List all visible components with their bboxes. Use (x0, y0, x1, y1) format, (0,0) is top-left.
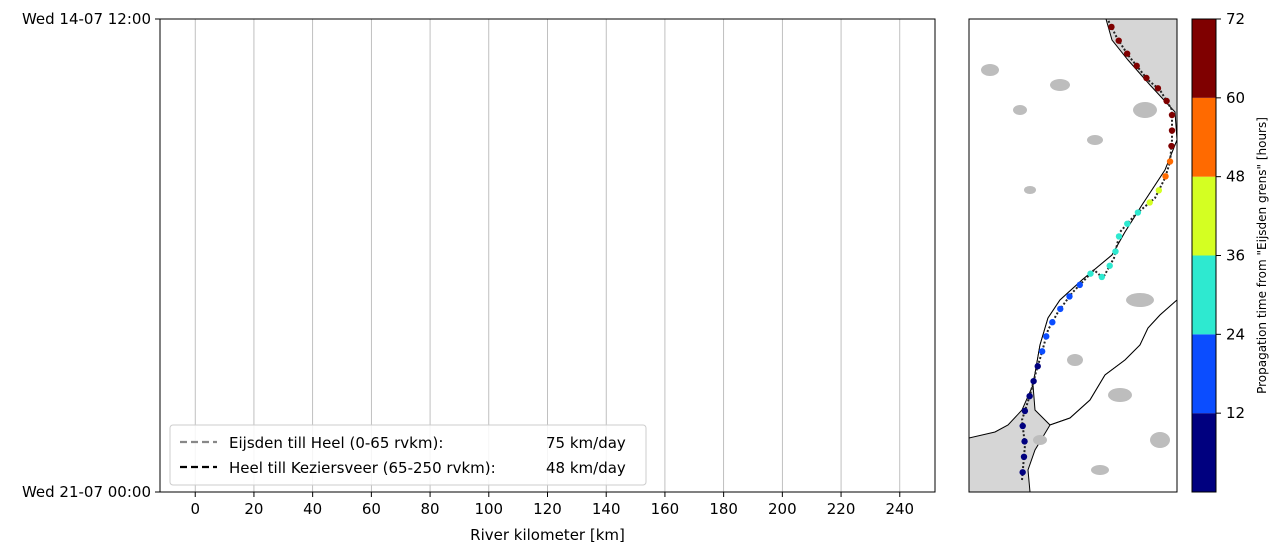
map-station-marker (1162, 173, 1169, 180)
colorbar-segment (1192, 97, 1216, 177)
colorbar-segment (1192, 19, 1216, 98)
map-station-marker (1021, 407, 1029, 415)
colorbar: 12 24 36 48 60 72 Propagation time from "Eijs… (1191, 10, 1269, 493)
x-axis-ticks: 0 20 40 60 80 100 120 140 160 180 200 220 240 (190, 492, 914, 518)
map-station-marker (1154, 85, 1162, 92)
map-station-marker (1166, 158, 1174, 165)
map-station-marker (1030, 377, 1037, 385)
y-axis-ticks: Wed 14-07 12:00Thu 15-07 00:00Thu 15-07 … (22, 10, 160, 501)
map-station-marker (1049, 319, 1056, 326)
colorbar-tick-label: 24 (1226, 325, 1245, 343)
map-panel (968, 18, 1178, 493)
map-station-marker (1168, 142, 1175, 150)
x-tick-label: 120 (533, 500, 562, 518)
urban-areas (981, 64, 1170, 475)
map-station-marker (1143, 74, 1150, 82)
colorbar-ticks: 12 24 36 48 60 72 (1216, 10, 1245, 422)
map-station-marker (1168, 127, 1176, 134)
legend-speed-fit-2: 48 km/day (546, 459, 626, 477)
x-tick-label: 220 (827, 500, 856, 518)
map-station-marker (1146, 199, 1153, 206)
main-chart: UpCom. MeuseLake MeuseSand MeuseEmb. Meu… (22, 10, 936, 544)
legend: Eijsden till Heel (0-65 rvkm): 75 km/day… (169, 424, 647, 486)
map-station-marker (1076, 281, 1083, 289)
map-station-marker (1020, 453, 1028, 461)
map-station-marker (1163, 97, 1170, 105)
colorbar-tick-label: 60 (1226, 89, 1245, 107)
map-station-marker (1021, 438, 1028, 445)
x-tick-label: 180 (709, 500, 738, 518)
x-tick-label: 240 (885, 500, 914, 518)
map-station-marker (1133, 62, 1140, 70)
x-tick-label: 20 (244, 500, 263, 518)
x-tick-label: 140 (592, 500, 621, 518)
colorbar-tick-label: 48 (1226, 168, 1245, 186)
map-station-marker (1057, 305, 1064, 313)
map-station-marker (1112, 248, 1119, 255)
legend-label-fit-1: Eijsden till Heel (0-65 rvkm): (229, 434, 443, 452)
x-axis-label: River kilometer [km] (470, 526, 625, 544)
x-tick-label: 60 (362, 500, 381, 518)
x-tick-label: 0 (190, 500, 200, 518)
map-station-marker (1108, 23, 1115, 31)
grid (160, 18, 935, 493)
colorbar-tick-label: 12 (1226, 404, 1245, 422)
map-station-marker (1115, 37, 1122, 44)
colorbar-tick-label: 72 (1226, 10, 1245, 28)
map-station-marker (1019, 422, 1026, 430)
x-tick-label: 80 (421, 500, 440, 518)
x-tick-label: 200 (768, 500, 797, 518)
x-tick-label: 160 (651, 500, 680, 518)
legend-frame (169, 424, 647, 486)
map-station-marker (1134, 209, 1142, 216)
map-frame (968, 18, 1178, 493)
map-station-marker (1115, 233, 1123, 240)
map-station-marker (1043, 333, 1050, 340)
map-station-marker (1087, 270, 1094, 277)
map-station-marker (1098, 273, 1106, 281)
colorbar-segment (1192, 255, 1216, 335)
colorbar-segment (1192, 413, 1216, 492)
colorbar-segments (1192, 19, 1216, 492)
map-station-marker (1019, 469, 1026, 476)
map-station-marker (1066, 293, 1073, 300)
y-tick-label: Wed 21-07 00:00 (22, 483, 151, 501)
legend-label-fit-2: Heel till Keziersveer (65-250 rvkm): (229, 459, 496, 477)
x-tick-label: 40 (303, 500, 322, 518)
map-station-marker (1123, 50, 1131, 57)
colorbar-segment (1192, 176, 1216, 256)
map-station-marker (1106, 262, 1113, 269)
x-tick-label: 100 (474, 500, 503, 518)
y-tick-label: Wed 14-07 12:00 (22, 10, 151, 28)
map-station-marker (1034, 363, 1041, 370)
colorbar-label: Propagation time from "Eijsden grens" [h… (1255, 117, 1269, 394)
map-station-marker (1155, 187, 1163, 194)
map-station-marker (1026, 392, 1033, 400)
legend-speed-fit-1: 75 km/day (546, 434, 626, 452)
south-region (1027, 299, 1177, 492)
map-station-marker (1038, 348, 1046, 355)
map-station-marker (1168, 111, 1176, 119)
map-station-marker (1124, 220, 1131, 227)
colorbar-segment (1192, 334, 1216, 414)
map-station-markers (1019, 23, 1176, 476)
colorbar-tick-label: 36 (1226, 247, 1245, 265)
